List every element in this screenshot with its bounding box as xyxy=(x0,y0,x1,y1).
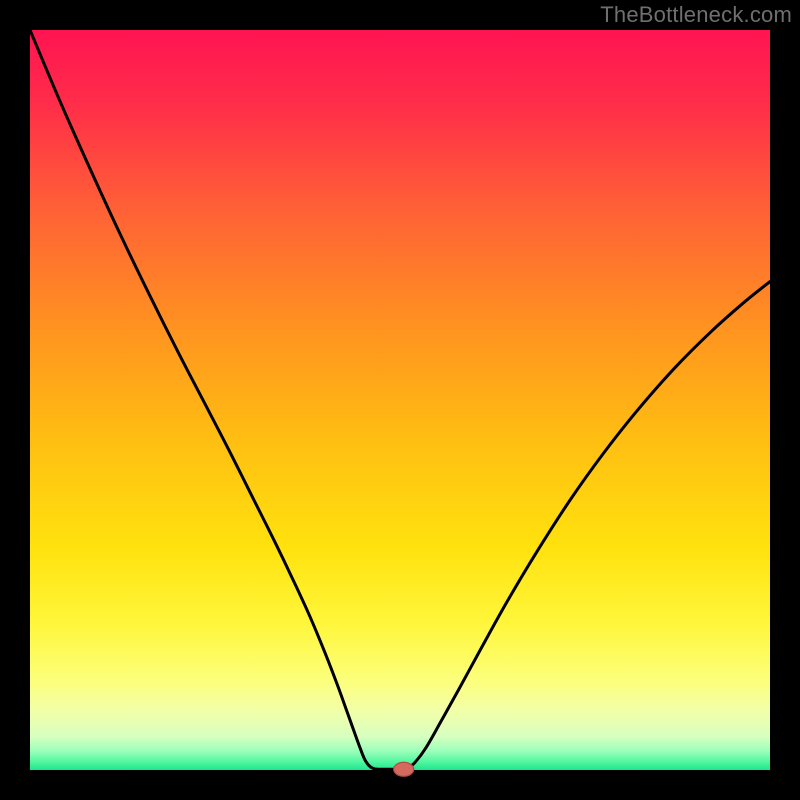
watermark-label: TheBottleneck.com xyxy=(600,2,792,28)
optimum-marker xyxy=(394,762,414,776)
bottleneck-chart xyxy=(0,0,800,800)
chart-container: TheBottleneck.com xyxy=(0,0,800,800)
plot-background xyxy=(30,30,770,770)
